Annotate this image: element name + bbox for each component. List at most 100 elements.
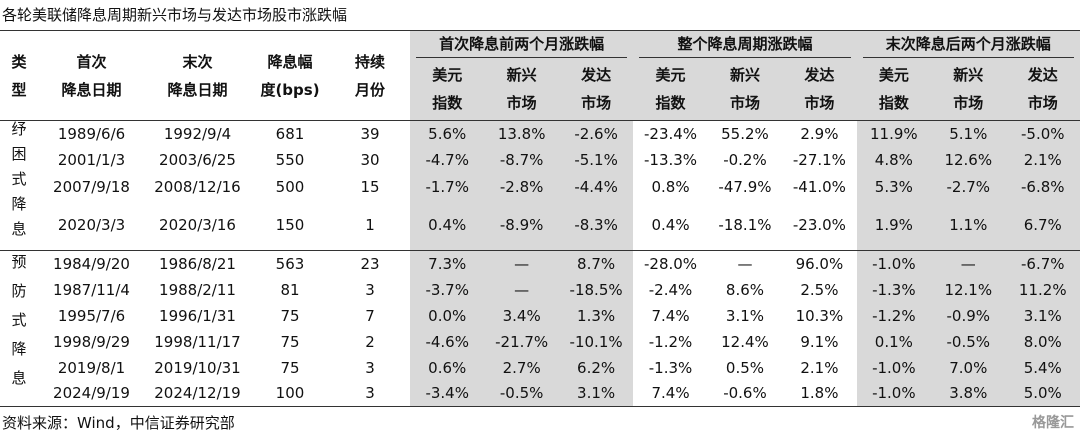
cell: -2.8% [484, 173, 559, 200]
header-line: 发达 [804, 66, 835, 85]
cell: -3.7% [410, 276, 485, 303]
cell: 7.0% [931, 354, 1006, 381]
cell: 0.4% [651, 215, 690, 234]
cell: 0.4% [410, 199, 485, 251]
table-body: 预防式降息 1984/9/20 1986/8/21 563 23 7.3% —8.7% -28… [0, 250, 1080, 407]
cell: 2.9% [800, 124, 839, 143]
header-row: 类型 首次 降息日期 末次 降息日期 降息幅 度(bps) 持续 月份 首次降息前两个月涨跌幅 整个… [0, 30, 1080, 99]
cell: 2.5% [800, 280, 839, 299]
cell: -1.2% [856, 302, 932, 329]
cell: -6.7% [1005, 250, 1080, 277]
header-line: 持续 [354, 52, 385, 71]
cell: 2003/6/25 [159, 151, 236, 170]
header-line: 类 [11, 52, 27, 71]
header-line: 新兴 [506, 66, 537, 85]
header-line: 发达 [581, 66, 612, 85]
cell: 1996/1/31 [159, 306, 236, 325]
cell: 1.1% [931, 199, 1006, 251]
table-row: 2019/8/1 2019/10/31 75 3 0.6% 2.7% 6.2% -1.3% 0.… [0, 354, 1080, 381]
cell: 5.3% [856, 173, 932, 200]
cell: 3.8% [931, 380, 1006, 407]
cell: 1989/6/6 [57, 124, 126, 143]
cell: — [484, 276, 559, 303]
column-header: 新兴 市场 [707, 58, 783, 121]
cell: 1.9% [856, 199, 932, 251]
cell: -6.8% [1005, 173, 1080, 200]
cell: 2.1% [800, 358, 839, 377]
cell: 75 [280, 332, 300, 351]
cell: 2024/9/19 [53, 384, 130, 403]
cell: 13.8% [484, 120, 559, 147]
cell: 2 [365, 332, 375, 351]
column-header: 发达 市场 [1005, 58, 1080, 121]
cell: 5.6% [410, 120, 485, 147]
cell: -0.6% [723, 384, 767, 403]
cell: 681 [275, 124, 305, 143]
cell: 0.5% [725, 358, 765, 377]
column-header: 类型 [0, 31, 38, 121]
cell: 500 [275, 177, 305, 196]
cell: -1.3% [648, 358, 693, 377]
group-header: 末次降息后两个月涨跌幅 [856, 30, 1080, 59]
header-line: 降息日期 [61, 80, 122, 99]
cell: 12.1% [931, 276, 1006, 303]
cell: 100 [275, 384, 305, 403]
column-header: 新兴 市场 [484, 58, 559, 121]
cell: — [737, 254, 753, 273]
cell: 5.1% [931, 120, 1006, 147]
cell: 2001/1/3 [57, 151, 126, 170]
cell: -4.6% [410, 328, 485, 355]
cell: 10.3% [795, 306, 844, 325]
cell: -2.6% [558, 120, 634, 147]
cell: -47.9% [718, 177, 772, 196]
cell: -8.9% [484, 199, 559, 251]
table-row: 1987/11/4 1988/2/11 81 3 -3.7% — -18.5% -2.4% 8.… [0, 276, 1080, 303]
header-line: 降息日期 [167, 80, 228, 99]
header-line: 美元 [432, 66, 463, 85]
cell: 7 [365, 306, 375, 325]
header-line: 末次 [182, 52, 213, 71]
group-header: 首次降息前两个月涨跌幅 [410, 30, 634, 59]
table-row: 2024/9/19 2024/12/19 100 3 -3.4% -0.5% 3.1% 7.4… [0, 380, 1080, 407]
row-type-text: 纾困式降息 [9, 121, 28, 246]
cell: -18.5% [558, 276, 634, 303]
cell: -2.4% [648, 280, 693, 299]
cell: -3.4% [410, 380, 485, 407]
title: 各轮美联储降息周期新兴市场与发达市场股市涨跌幅 [2, 6, 348, 24]
cell: 5.0% [1005, 380, 1080, 407]
cell: -0.9% [931, 302, 1006, 329]
table-body: 纾困式降息 1989/6/6 1992/9/4 681 39 5.6% 13.8% -2.6%… [0, 120, 1080, 251]
cell: 1 [365, 215, 375, 234]
column-header: 降息幅 度(bps) [250, 31, 330, 121]
column-header: 新兴 市场 [931, 58, 1006, 121]
cell: 2024/12/19 [154, 384, 241, 403]
cell: 39 [360, 124, 380, 143]
table-row: 2007/9/18 2008/12/16 500 15 -1.7% -2.8% -4.4% 0… [0, 173, 1080, 200]
column-header: 发达 市场 [558, 58, 634, 121]
cell: 7.4% [651, 384, 690, 403]
cell: 1.3% [558, 302, 634, 329]
cell: 1984/9/20 [53, 254, 130, 273]
table-row: 1995/7/6 1996/1/31 75 7 0.0% 3.4% 1.3% 7.4% 3.1%… [0, 302, 1080, 329]
cell: 563 [275, 254, 305, 273]
header-line: 指数 [655, 94, 686, 113]
column-header: 美元 指数 [410, 58, 485, 121]
cell: 1987/11/4 [53, 280, 130, 299]
cell: 3 [365, 358, 375, 377]
header-line: 首次 [76, 52, 107, 71]
row-type: 纾困式降息 [0, 121, 38, 251]
column-header: 末次 降息日期 [145, 31, 250, 121]
cell: -5.0% [1005, 120, 1080, 147]
cell: 11.2% [1005, 276, 1080, 303]
cell: 2008/12/16 [154, 177, 241, 196]
cell: 3 [365, 280, 375, 299]
group-name: 首次降息前两个月涨跌幅 [416, 31, 628, 59]
cell: -8.7% [484, 146, 559, 174]
column-header: 美元 指数 [856, 58, 932, 121]
cell: 1992/9/4 [163, 124, 232, 143]
cell: -5.1% [558, 146, 634, 174]
header-line: 市场 [804, 94, 835, 113]
cell: -1.0% [856, 380, 932, 407]
cell: — [484, 250, 559, 277]
table: 类型首次 降息日期 末次 降息日期 降息幅 度(bps) 持续 月份 首次降息前两个月涨跌幅 整个… [0, 30, 1080, 407]
